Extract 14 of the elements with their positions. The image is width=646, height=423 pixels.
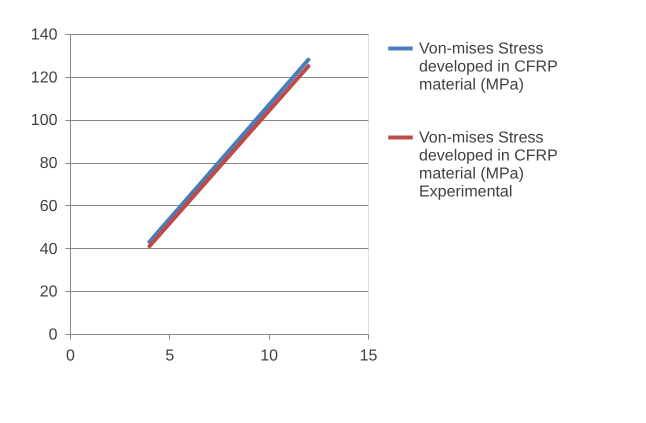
y-tick-label: 140 xyxy=(30,26,58,44)
y-tick-label: 60 xyxy=(40,198,58,215)
legend-label: Von-mises Stress developed in CFRP material (MPa) xyxy=(419,40,558,94)
y-tick-label: 40 xyxy=(40,240,58,258)
y-tick-label: 80 xyxy=(40,155,58,172)
x-tick-label: 5 xyxy=(165,348,174,364)
y-tick-label: 120 xyxy=(30,69,58,86)
y-tick-label: 100 xyxy=(30,112,58,130)
y-tick-label: 20 xyxy=(40,284,58,301)
x-tick-label: 15 xyxy=(360,348,378,364)
y-tick-label: 0 xyxy=(48,326,58,344)
x-tick-label: 10 xyxy=(260,348,278,364)
x-tick-label: 0 xyxy=(66,348,76,364)
legend-label: Von-mises Stress developed in CFRP material (MPa) Experimental xyxy=(419,130,558,200)
